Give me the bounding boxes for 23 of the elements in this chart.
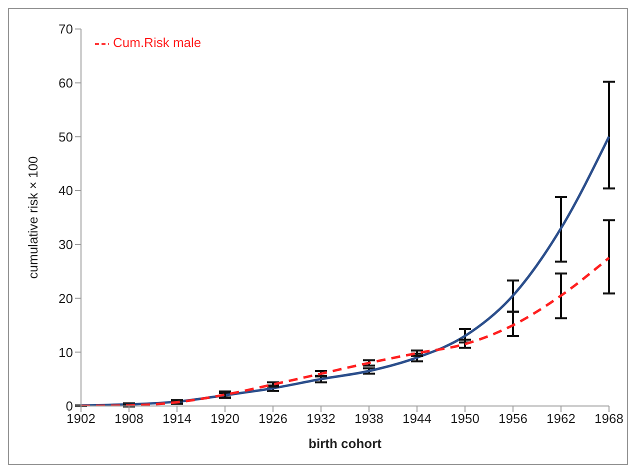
y-tick-label: 0 [66, 398, 73, 414]
x-tick-label: 1956 [498, 411, 528, 426]
x-tick-label: 1968 [594, 411, 624, 426]
x-tick-label: 1962 [546, 411, 576, 426]
legend-label: Cum.Risk male [113, 35, 202, 50]
x-tick-label: 1932 [306, 411, 336, 426]
y-tick-label: 60 [58, 75, 73, 90]
x-tick-label: 1926 [258, 411, 288, 426]
y-tick-label: 50 [58, 129, 73, 144]
x-tick-label: 1944 [402, 411, 432, 426]
x-tick-label: 1920 [210, 411, 240, 426]
x-tick-label: 1938 [354, 411, 384, 426]
x-axis-title: birth cohort [308, 436, 382, 451]
x-tick-label: 1908 [114, 411, 144, 426]
y-tick-label: 70 [58, 22, 73, 37]
y-tick-label: 10 [58, 344, 73, 360]
y-axis-title: cumulative risk × 100 [26, 156, 41, 279]
y-tick-label: 40 [58, 183, 73, 198]
x-tick-label: 1902 [66, 411, 96, 426]
x-tick-label: 1914 [162, 411, 192, 426]
y-tick-label: 30 [58, 237, 73, 252]
y-tick-label: 20 [58, 290, 73, 306]
x-tick-label: 1950 [450, 411, 480, 426]
